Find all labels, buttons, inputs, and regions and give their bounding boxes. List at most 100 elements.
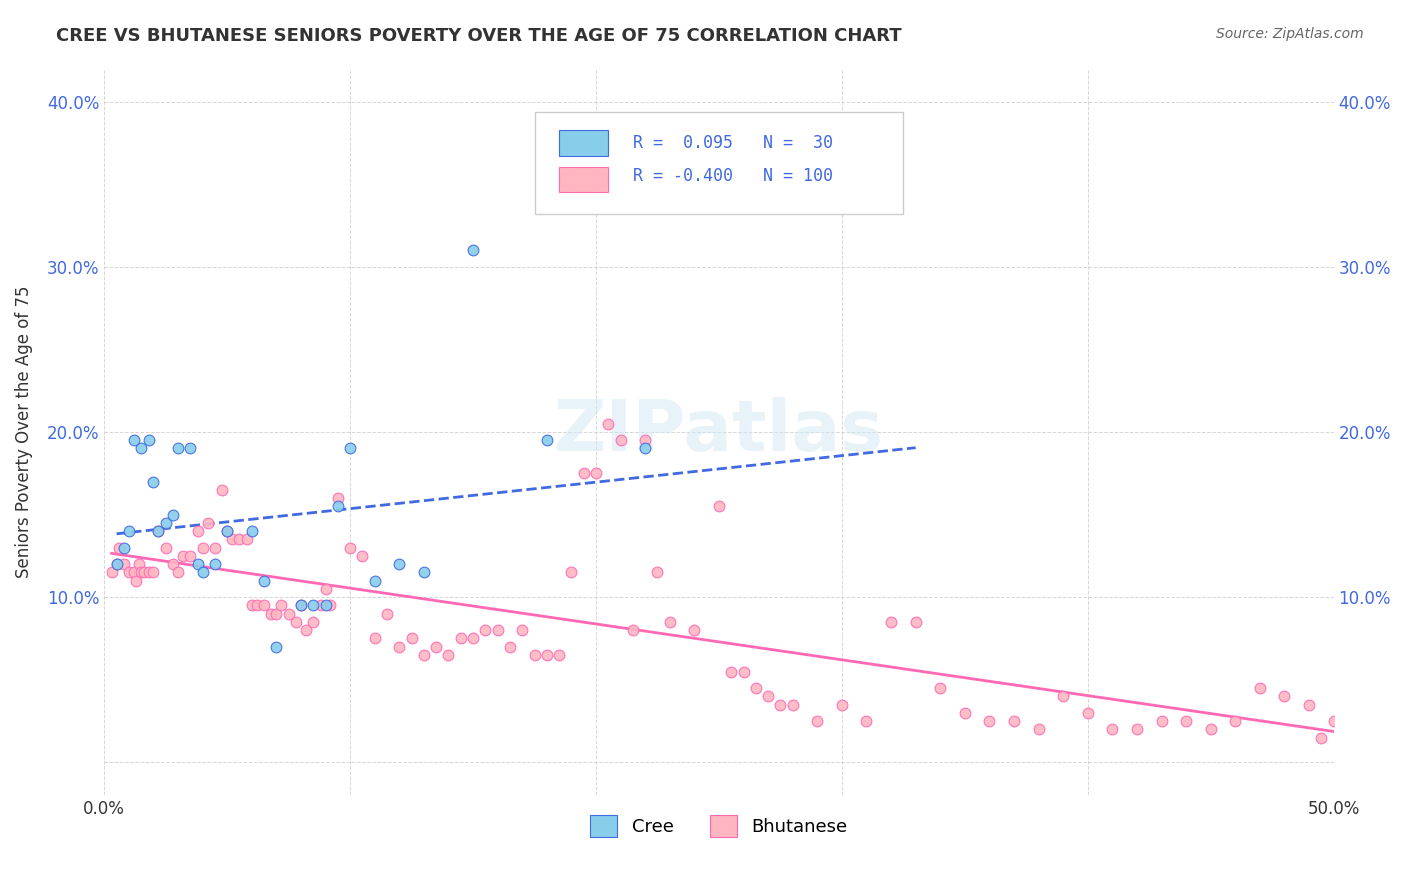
Point [1225, 714, 1247, 728]
Point [162, 508, 184, 522]
Point [112, 557, 135, 571]
Point [831, 698, 853, 712]
Point [138, 566, 160, 580]
Point [634, 434, 657, 448]
Point [240, 599, 263, 613]
Point [855, 714, 877, 728]
Point [401, 632, 423, 646]
Point [197, 516, 219, 530]
Point [461, 244, 484, 258]
Point [1175, 714, 1198, 728]
Point [240, 524, 263, 538]
Point [1310, 731, 1333, 745]
Point [191, 566, 214, 580]
Text: ZIPatlas: ZIPatlas [554, 398, 884, 467]
Point [319, 599, 342, 613]
Legend: Cree, Bhutanese: Cree, Bhutanese [583, 808, 855, 845]
Point [128, 557, 150, 571]
Point [125, 574, 148, 588]
Point [450, 632, 472, 646]
Point [510, 624, 533, 638]
Point [326, 491, 349, 505]
Point [204, 541, 226, 555]
Point [720, 665, 742, 679]
Point [277, 607, 299, 621]
Point [572, 467, 595, 481]
Point [745, 681, 768, 695]
FancyBboxPatch shape [560, 167, 609, 192]
Point [112, 541, 135, 555]
Point [191, 541, 214, 555]
Point [228, 533, 250, 547]
Point [142, 475, 165, 489]
Point [211, 483, 233, 497]
Point [929, 681, 952, 695]
Point [105, 557, 128, 571]
FancyBboxPatch shape [560, 130, 609, 156]
Point [326, 500, 349, 514]
Point [290, 599, 312, 613]
Point [364, 574, 387, 588]
Point [585, 467, 607, 481]
Point [536, 434, 558, 448]
Point [302, 599, 325, 613]
Point [352, 549, 374, 563]
Point [560, 566, 582, 580]
Point [217, 524, 239, 538]
Point [953, 706, 976, 720]
Point [1199, 723, 1222, 737]
Point [523, 648, 546, 662]
Y-axis label: Seniors Poverty Over the Age of 75: Seniors Poverty Over the Age of 75 [15, 285, 32, 578]
Point [339, 541, 361, 555]
Point [302, 615, 325, 629]
Point [548, 648, 571, 662]
Point [769, 698, 792, 712]
Point [253, 599, 276, 613]
Point [486, 624, 509, 638]
Point [100, 566, 122, 580]
Point [187, 524, 209, 538]
Point [979, 714, 1001, 728]
Point [1028, 723, 1050, 737]
Point [246, 599, 269, 613]
Point [129, 442, 152, 456]
Point [1298, 698, 1320, 712]
Point [221, 533, 243, 547]
Point [285, 615, 308, 629]
Point [658, 615, 681, 629]
Point [904, 615, 927, 629]
Point [1249, 681, 1271, 695]
Point [474, 624, 496, 638]
Point [634, 442, 657, 456]
Point [756, 690, 779, 704]
Point [179, 549, 201, 563]
Point [260, 607, 283, 621]
Point [105, 557, 128, 571]
Point [253, 574, 276, 588]
Point [155, 516, 177, 530]
Point [461, 632, 484, 646]
Point [598, 417, 620, 431]
Text: R = -0.400   N = 100: R = -0.400 N = 100 [633, 167, 832, 186]
Point [122, 434, 145, 448]
Point [683, 624, 706, 638]
Point [204, 557, 226, 571]
Point [806, 714, 828, 728]
Point [375, 607, 398, 621]
Point [172, 549, 194, 563]
Point [122, 566, 145, 580]
Text: R =  0.095   N =  30: R = 0.095 N = 30 [633, 134, 832, 152]
Point [162, 557, 184, 571]
Point [621, 624, 644, 638]
Point [364, 632, 387, 646]
Point [108, 541, 131, 555]
Point [1150, 714, 1173, 728]
Point [437, 648, 460, 662]
Point [266, 640, 288, 654]
Point [167, 566, 190, 580]
Point [187, 557, 209, 571]
Point [536, 648, 558, 662]
Point [1126, 723, 1149, 737]
Point [339, 442, 361, 456]
Point [315, 599, 337, 613]
